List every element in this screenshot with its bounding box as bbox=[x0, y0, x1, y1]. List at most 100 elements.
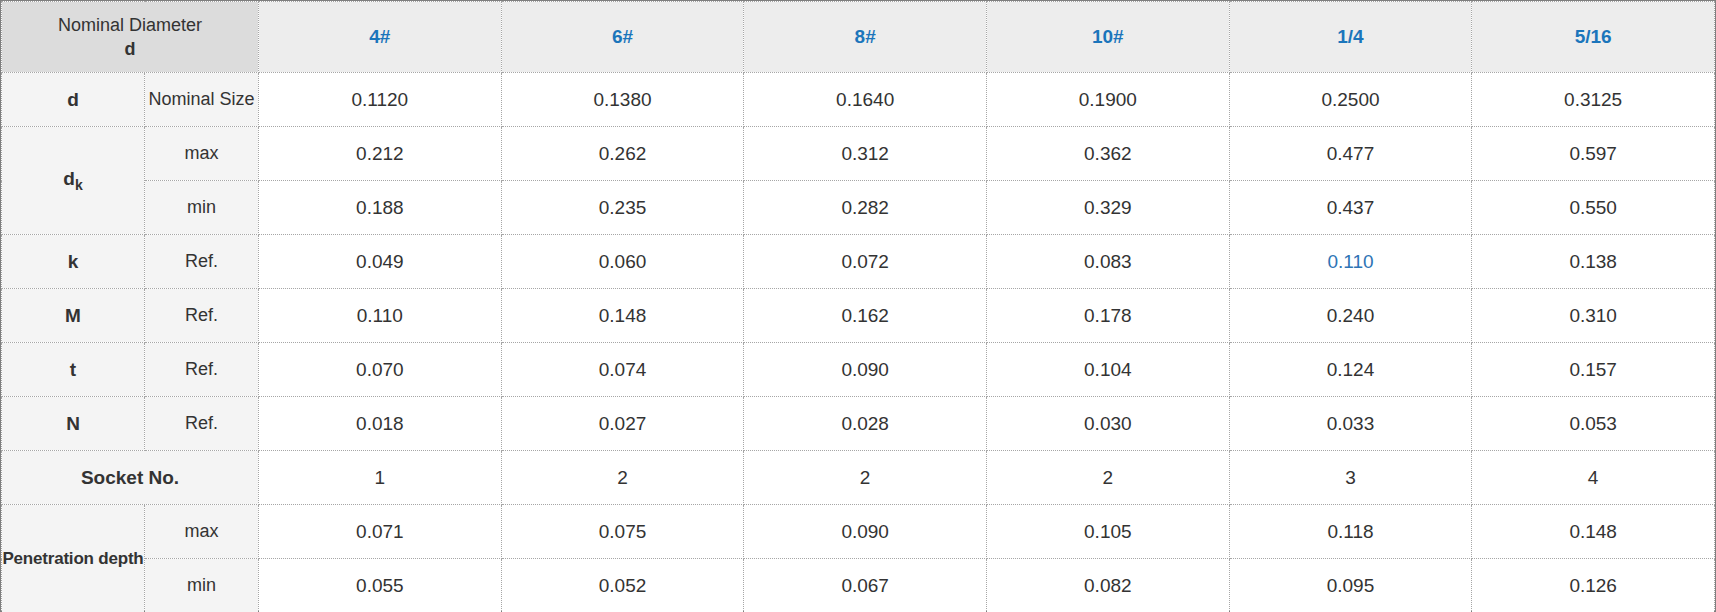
row-label-penetration-max: Penetration depth bbox=[2, 505, 145, 612]
row-label-d: d bbox=[2, 73, 145, 127]
table-row-M: MRef.0.1100.1480.1620.1780.2400.310 bbox=[2, 289, 1715, 343]
value-dk-max-col-8: 0.312 bbox=[744, 127, 987, 181]
column-header-10[interactable]: 10# bbox=[986, 2, 1229, 73]
value-k-col-6: 0.060 bbox=[501, 235, 744, 289]
value-penetration-min-col-516: 0.126 bbox=[1472, 559, 1715, 612]
row-label-M: M bbox=[2, 289, 145, 343]
value-penetration-max-col-10: 0.105 bbox=[986, 505, 1229, 559]
value-socket-no-col-4: 1 bbox=[259, 451, 502, 505]
row-sublabel-dk-max: max bbox=[145, 127, 259, 181]
row-label-dk-max: dk bbox=[2, 127, 145, 235]
table-row-d: dNominal Size0.11200.13800.16400.19000.2… bbox=[2, 73, 1715, 127]
value-k-col-4: 0.049 bbox=[259, 235, 502, 289]
value-dk-min-col-14: 0.437 bbox=[1229, 181, 1472, 235]
row-label-N: N bbox=[2, 397, 145, 451]
row-sublabel-t: Ref. bbox=[145, 343, 259, 397]
column-header-6[interactable]: 6# bbox=[501, 2, 744, 73]
value-penetration-max-col-14: 0.118 bbox=[1229, 505, 1472, 559]
value-N-col-8: 0.028 bbox=[744, 397, 987, 451]
value-dk-max-col-6: 0.262 bbox=[501, 127, 744, 181]
value-penetration-min-col-14: 0.095 bbox=[1229, 559, 1472, 612]
column-header-516[interactable]: 5/16 bbox=[1472, 2, 1715, 73]
value-penetration-min-col-8: 0.067 bbox=[744, 559, 987, 612]
value-dk-max-col-10: 0.362 bbox=[986, 127, 1229, 181]
value-N-col-4: 0.018 bbox=[259, 397, 502, 451]
dimension-spec-table: Nominal Diameter d 4#6#8#10#1/45/16 dNom… bbox=[1, 1, 1715, 612]
row-sublabel-dk-min: min bbox=[145, 181, 259, 235]
value-k-col-8: 0.072 bbox=[744, 235, 987, 289]
value-penetration-max-col-516: 0.148 bbox=[1472, 505, 1715, 559]
value-t-col-8: 0.090 bbox=[744, 343, 987, 397]
value-dk-max-col-516: 0.597 bbox=[1472, 127, 1715, 181]
value-penetration-min-col-4: 0.055 bbox=[259, 559, 502, 612]
value-dk-min-col-516: 0.550 bbox=[1472, 181, 1715, 235]
corner-header-line1: Nominal Diameter bbox=[4, 13, 256, 37]
row-label-t: t bbox=[2, 343, 145, 397]
value-N-col-10: 0.030 bbox=[986, 397, 1229, 451]
value-socket-no-col-6: 2 bbox=[501, 451, 744, 505]
value-socket-no-col-10: 2 bbox=[986, 451, 1229, 505]
value-N-col-516: 0.053 bbox=[1472, 397, 1715, 451]
value-k-col-10: 0.083 bbox=[986, 235, 1229, 289]
row-sublabel-M: Ref. bbox=[145, 289, 259, 343]
table-header: Nominal Diameter d 4#6#8#10#1/45/16 bbox=[2, 2, 1715, 73]
table-row-k: kRef.0.0490.0600.0720.0830.1100.138 bbox=[2, 235, 1715, 289]
value-dk-max-col-14: 0.477 bbox=[1229, 127, 1472, 181]
value-t-col-6: 0.074 bbox=[501, 343, 744, 397]
value-penetration-max-col-4: 0.071 bbox=[259, 505, 502, 559]
value-dk-max-col-4: 0.212 bbox=[259, 127, 502, 181]
header-row: Nominal Diameter d 4#6#8#10#1/45/16 bbox=[2, 2, 1715, 73]
column-header-8[interactable]: 8# bbox=[744, 2, 987, 73]
value-penetration-max-col-6: 0.075 bbox=[501, 505, 744, 559]
row-sublabel-d: Nominal Size bbox=[145, 73, 259, 127]
row-label-k: k bbox=[2, 235, 145, 289]
column-header-4[interactable]: 4# bbox=[259, 2, 502, 73]
table-row-dk-max: dkmax0.2120.2620.3120.3620.4770.597 bbox=[2, 127, 1715, 181]
value-t-col-516: 0.157 bbox=[1472, 343, 1715, 397]
row-label-socket-no: Socket No. bbox=[2, 451, 259, 505]
value-socket-no-col-8: 2 bbox=[744, 451, 987, 505]
value-M-col-14: 0.240 bbox=[1229, 289, 1472, 343]
value-d-col-4: 0.1120 bbox=[259, 73, 502, 127]
table-row-socket-no: Socket No.122234 bbox=[2, 451, 1715, 505]
value-d-col-10: 0.1900 bbox=[986, 73, 1229, 127]
row-sublabel-penetration-min: min bbox=[145, 559, 259, 612]
value-socket-no-col-516: 4 bbox=[1472, 451, 1715, 505]
corner-header-line2: d bbox=[4, 37, 256, 61]
value-N-col-14: 0.033 bbox=[1229, 397, 1472, 451]
value-M-col-516: 0.310 bbox=[1472, 289, 1715, 343]
column-header-14[interactable]: 1/4 bbox=[1229, 2, 1472, 73]
value-t-col-4: 0.070 bbox=[259, 343, 502, 397]
value-t-col-10: 0.104 bbox=[986, 343, 1229, 397]
value-dk-min-col-10: 0.329 bbox=[986, 181, 1229, 235]
table-row-t: tRef.0.0700.0740.0900.1040.1240.157 bbox=[2, 343, 1715, 397]
table-row-penetration-min: min0.0550.0520.0670.0820.0950.126 bbox=[2, 559, 1715, 612]
table-row-N: NRef.0.0180.0270.0280.0300.0330.053 bbox=[2, 397, 1715, 451]
value-k-col-516: 0.138 bbox=[1472, 235, 1715, 289]
value-k-col-14-link[interactable]: 0.110 bbox=[1229, 235, 1472, 289]
spec-table-container: Nominal Diameter d 4#6#8#10#1/45/16 dNom… bbox=[0, 0, 1716, 612]
row-sublabel-N: Ref. bbox=[145, 397, 259, 451]
table-row-dk-min: min0.1880.2350.2820.3290.4370.550 bbox=[2, 181, 1715, 235]
value-dk-min-col-6: 0.235 bbox=[501, 181, 744, 235]
value-M-col-4: 0.110 bbox=[259, 289, 502, 343]
table-body: dNominal Size0.11200.13800.16400.19000.2… bbox=[2, 73, 1715, 612]
value-d-col-6: 0.1380 bbox=[501, 73, 744, 127]
row-sublabel-penetration-max: max bbox=[145, 505, 259, 559]
row-sublabel-k: Ref. bbox=[145, 235, 259, 289]
value-M-col-6: 0.148 bbox=[501, 289, 744, 343]
value-dk-min-col-4: 0.188 bbox=[259, 181, 502, 235]
value-d-col-14: 0.2500 bbox=[1229, 73, 1472, 127]
value-dk-min-col-8: 0.282 bbox=[744, 181, 987, 235]
value-d-col-8: 0.1640 bbox=[744, 73, 987, 127]
value-N-col-6: 0.027 bbox=[501, 397, 744, 451]
value-penetration-max-col-8: 0.090 bbox=[744, 505, 987, 559]
value-M-col-8: 0.162 bbox=[744, 289, 987, 343]
corner-header: Nominal Diameter d bbox=[2, 2, 259, 73]
table-row-penetration-max: Penetration depthmax0.0710.0750.0900.105… bbox=[2, 505, 1715, 559]
value-socket-no-col-14: 3 bbox=[1229, 451, 1472, 505]
value-penetration-min-col-10: 0.082 bbox=[986, 559, 1229, 612]
value-d-col-516: 0.3125 bbox=[1472, 73, 1715, 127]
value-penetration-min-col-6: 0.052 bbox=[501, 559, 744, 612]
value-M-col-10: 0.178 bbox=[986, 289, 1229, 343]
